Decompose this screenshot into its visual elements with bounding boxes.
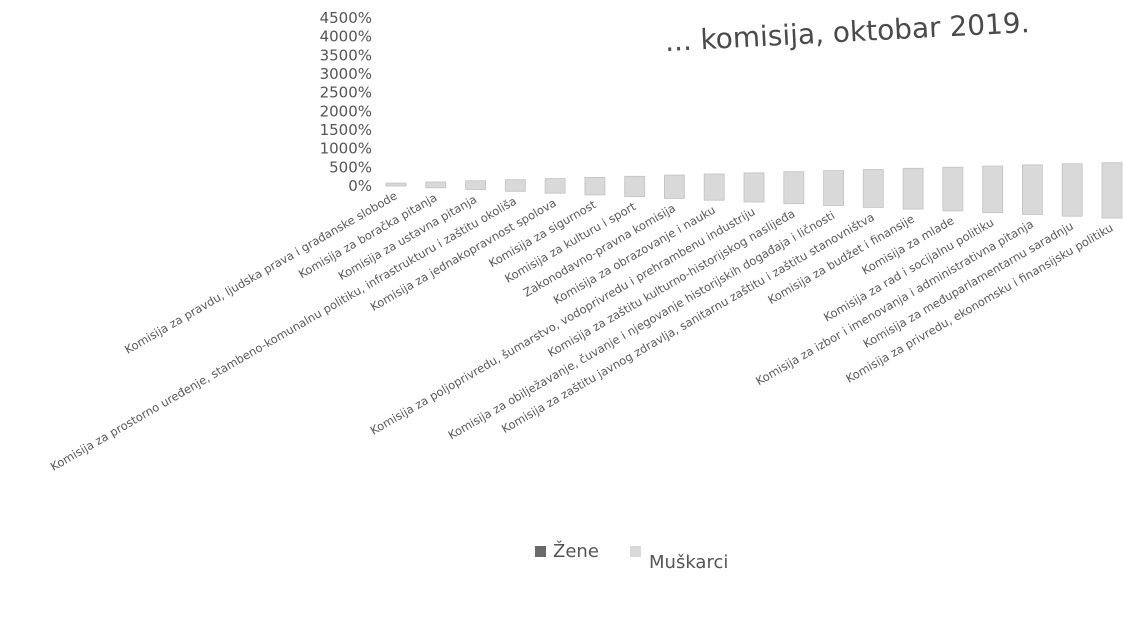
bar-muskarci xyxy=(982,165,1004,214)
bar-muskarci xyxy=(544,178,566,194)
bars xyxy=(385,162,1123,219)
y-tick-label: 4500% xyxy=(320,9,372,27)
legend: Žene Muškarci xyxy=(535,540,728,573)
y-tick-label: 1000% xyxy=(320,140,372,158)
bar-muskarci xyxy=(624,175,646,198)
bar-muskarci xyxy=(385,182,407,187)
bar-muskarci xyxy=(584,176,606,196)
y-tick-label: 4000% xyxy=(320,28,372,46)
bar-muskarci xyxy=(862,169,884,208)
bar-muskarci xyxy=(465,180,487,190)
legend-swatch-zene xyxy=(535,546,546,557)
y-tick-label: 3500% xyxy=(320,46,372,64)
y-tick-label: 500% xyxy=(329,158,372,176)
legend-swatch-muskarci xyxy=(630,546,641,557)
legend-label-zene: Žene xyxy=(553,540,599,562)
y-tick-label: 2500% xyxy=(320,84,372,102)
legend-label-muskarci: Muškarci xyxy=(649,552,728,573)
y-tick-label: 3000% xyxy=(320,65,372,83)
bar-muskarci xyxy=(743,172,765,203)
y-axis-ticks: 0%500%1000%1500%2000%2500%3000%3500%4000… xyxy=(320,9,372,195)
bar-muskarci xyxy=(942,166,964,212)
x-axis-tick-labels: Komisija za pravdu, ljudska prava i građ… xyxy=(48,188,1116,473)
y-tick-label: 0% xyxy=(348,177,372,195)
bar-muskarci xyxy=(783,171,805,205)
bar-muskarci xyxy=(1022,164,1043,215)
bar-muskarci xyxy=(425,181,447,189)
bar-muskarci xyxy=(1061,163,1083,217)
y-tick-label: 2000% xyxy=(320,102,372,120)
y-tick-label: 1500% xyxy=(320,121,372,139)
bar-muskarci xyxy=(1101,162,1123,219)
bar-muskarci xyxy=(504,179,526,192)
bar-muskarci xyxy=(902,167,924,210)
bar-muskarci xyxy=(664,174,685,199)
bar-muskarci xyxy=(823,170,844,206)
chart-title: ... komisija, oktobar 2019. xyxy=(664,6,1030,58)
bar-muskarci xyxy=(703,173,725,201)
